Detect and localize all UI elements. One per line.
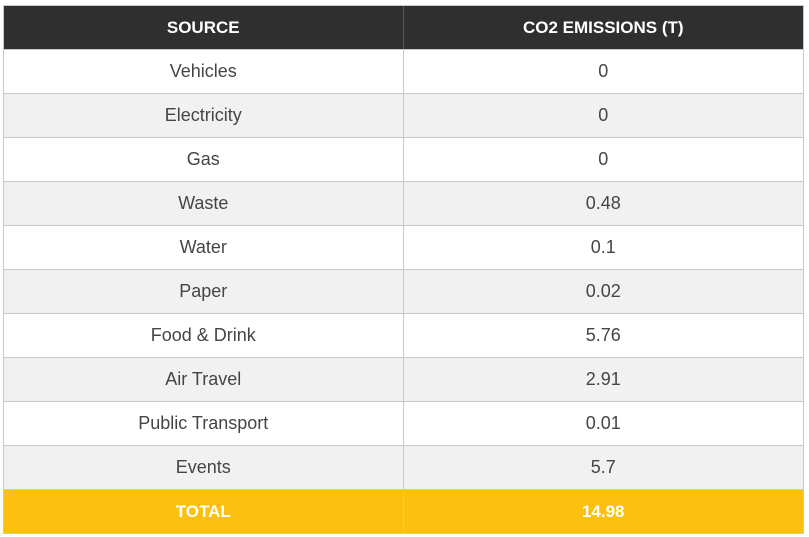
- emissions-cell: 0.48: [585, 193, 621, 213]
- table-row: Waste 0.48: [4, 181, 803, 225]
- table-row: Food & Drink 5.76: [4, 313, 803, 357]
- emissions-cell: 0: [598, 61, 609, 81]
- table-row: Paper 0.02: [4, 269, 803, 313]
- source-cell: Gas: [4, 138, 404, 181]
- emissions-cell: 0: [598, 105, 609, 125]
- table-row: Water 0.1: [4, 225, 803, 269]
- source-cell: Vehicles: [4, 50, 404, 93]
- emissions-cell: 5.76: [585, 325, 621, 345]
- emissions-cell: 5.7: [590, 457, 616, 477]
- emissions-cell: 0: [598, 149, 609, 169]
- source-cell: Waste: [4, 182, 404, 225]
- emissions-cell: 0.1: [590, 237, 616, 257]
- source-cell: Events: [4, 446, 404, 489]
- table-row: Air Travel 2.91: [4, 357, 803, 401]
- source-cell: Food & Drink: [4, 314, 404, 357]
- emissions-cell: 2.91: [585, 369, 621, 389]
- source-cell: Electricity: [4, 94, 404, 137]
- emissions-cell: 0.02: [585, 281, 621, 301]
- total-row: TOTAL 14.98: [4, 489, 803, 533]
- table-row: Events 5.7: [4, 445, 803, 489]
- source-cell: Paper: [4, 270, 404, 313]
- header-source: SOURCE: [4, 6, 404, 49]
- table-row: Electricity 0: [4, 93, 803, 137]
- total-label: TOTAL: [4, 490, 404, 533]
- emissions-table: SOURCE CO2 EMISSIONS (T) Vehicles 0 Elec…: [3, 5, 804, 534]
- table-row: Public Transport 0.01: [4, 401, 803, 445]
- source-cell: Air Travel: [4, 358, 404, 401]
- emissions-cell: 0.01: [585, 413, 621, 433]
- total-value: 14.98: [581, 501, 625, 521]
- source-cell: Water: [4, 226, 404, 269]
- source-cell: Public Transport: [4, 402, 404, 445]
- table-row: Gas 0: [4, 137, 803, 181]
- header-emissions: CO2 EMISSIONS (T): [522, 17, 684, 37]
- table-header-row: SOURCE CO2 EMISSIONS (T): [4, 6, 803, 49]
- table-row: Vehicles 0: [4, 49, 803, 93]
